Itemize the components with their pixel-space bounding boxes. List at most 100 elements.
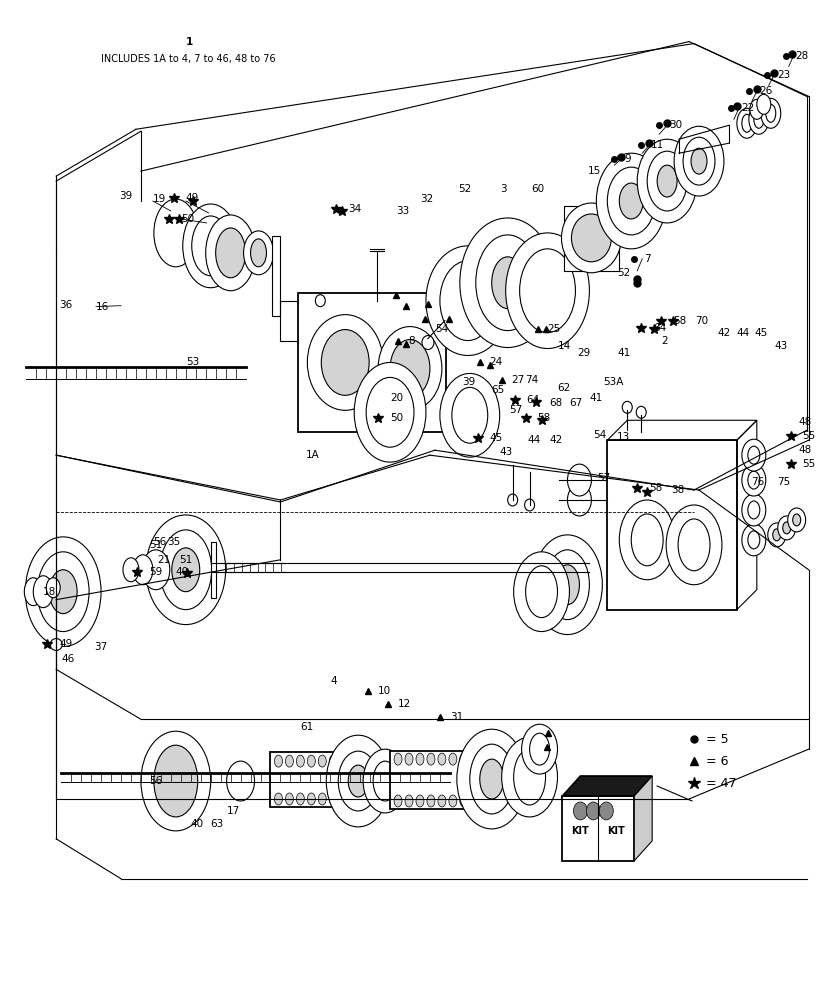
Ellipse shape [747, 446, 759, 464]
Text: 76: 76 [750, 477, 763, 487]
Text: KIT: KIT [607, 826, 624, 836]
Ellipse shape [682, 137, 714, 185]
Text: 46: 46 [61, 654, 75, 664]
Ellipse shape [437, 753, 446, 765]
Text: 1: 1 [186, 37, 192, 47]
Text: 51: 51 [149, 540, 162, 550]
Ellipse shape [363, 749, 406, 813]
Text: KIT: KIT [571, 826, 589, 836]
Text: 38: 38 [670, 485, 684, 495]
Ellipse shape [337, 751, 378, 811]
Ellipse shape [787, 508, 805, 532]
Ellipse shape [771, 529, 780, 541]
Ellipse shape [405, 753, 413, 765]
Text: 41: 41 [589, 393, 602, 403]
Text: 61: 61 [300, 722, 313, 732]
Text: 4: 4 [330, 676, 337, 686]
Ellipse shape [753, 110, 762, 128]
Text: 25: 25 [547, 324, 560, 334]
Ellipse shape [373, 761, 396, 801]
Ellipse shape [329, 793, 337, 805]
Ellipse shape [747, 471, 759, 489]
Ellipse shape [622, 401, 631, 413]
Text: 63: 63 [210, 819, 224, 829]
Ellipse shape [142, 550, 170, 590]
Text: 26: 26 [758, 86, 771, 96]
Ellipse shape [422, 336, 433, 350]
Text: 49: 49 [186, 193, 199, 203]
Ellipse shape [427, 795, 434, 807]
Ellipse shape [415, 753, 423, 765]
Text: 54: 54 [593, 430, 606, 440]
Ellipse shape [366, 377, 414, 447]
Ellipse shape [154, 745, 197, 817]
Text: 3: 3 [499, 184, 505, 194]
Text: 55: 55 [802, 459, 815, 469]
Ellipse shape [425, 246, 509, 355]
Ellipse shape [243, 231, 273, 275]
Ellipse shape [571, 214, 611, 262]
Text: 40: 40 [191, 819, 204, 829]
Text: 17: 17 [226, 806, 240, 816]
Ellipse shape [525, 566, 557, 618]
Text: 42: 42 [549, 435, 562, 445]
Text: 58: 58 [672, 316, 686, 326]
Text: 36: 36 [59, 300, 72, 310]
Text: 18: 18 [43, 587, 57, 597]
Ellipse shape [394, 795, 401, 807]
Ellipse shape [475, 235, 539, 331]
Ellipse shape [123, 558, 138, 582]
Ellipse shape [307, 315, 382, 410]
Ellipse shape [741, 494, 765, 526]
Text: = 47: = 47 [705, 777, 735, 790]
Text: 29: 29 [577, 348, 590, 358]
Text: 74: 74 [524, 375, 537, 385]
Text: 22: 22 [740, 103, 753, 113]
Text: 56: 56 [152, 537, 166, 547]
Text: 64: 64 [526, 395, 539, 405]
Ellipse shape [491, 257, 523, 309]
Ellipse shape [748, 104, 768, 134]
Ellipse shape [285, 793, 293, 805]
Ellipse shape [618, 183, 642, 219]
Ellipse shape [215, 228, 245, 278]
Text: 56: 56 [149, 776, 162, 786]
Ellipse shape [296, 755, 304, 767]
Ellipse shape [736, 108, 756, 138]
Text: 31: 31 [450, 712, 463, 722]
Ellipse shape [513, 552, 568, 632]
Text: 30: 30 [668, 120, 681, 130]
Ellipse shape [192, 216, 229, 276]
Polygon shape [562, 776, 651, 796]
Polygon shape [633, 776, 651, 861]
Ellipse shape [296, 793, 304, 805]
Ellipse shape [529, 733, 549, 765]
Text: 48: 48 [798, 417, 811, 427]
Ellipse shape [505, 233, 589, 349]
Ellipse shape [160, 530, 211, 610]
Ellipse shape [354, 362, 425, 462]
Ellipse shape [451, 387, 487, 443]
Ellipse shape [507, 494, 517, 506]
Ellipse shape [50, 639, 62, 650]
Text: 37: 37 [94, 642, 107, 652]
Ellipse shape [741, 114, 751, 132]
Text: 40: 40 [175, 567, 188, 577]
Text: 10: 10 [378, 686, 391, 696]
Ellipse shape [741, 439, 765, 471]
Ellipse shape [405, 795, 413, 807]
Text: 52: 52 [457, 184, 470, 194]
Text: 33: 33 [396, 206, 409, 216]
Text: 2: 2 [660, 336, 667, 346]
Ellipse shape [448, 795, 456, 807]
Text: 53A: 53A [603, 377, 623, 387]
Text: 58: 58 [537, 413, 550, 423]
Ellipse shape [307, 793, 315, 805]
Text: 62: 62 [557, 383, 570, 393]
Text: 75: 75 [776, 477, 789, 487]
Ellipse shape [437, 795, 446, 807]
Text: 1A: 1A [305, 450, 319, 460]
Ellipse shape [513, 749, 545, 805]
Text: 50: 50 [180, 214, 193, 224]
Text: 23: 23 [776, 70, 789, 80]
